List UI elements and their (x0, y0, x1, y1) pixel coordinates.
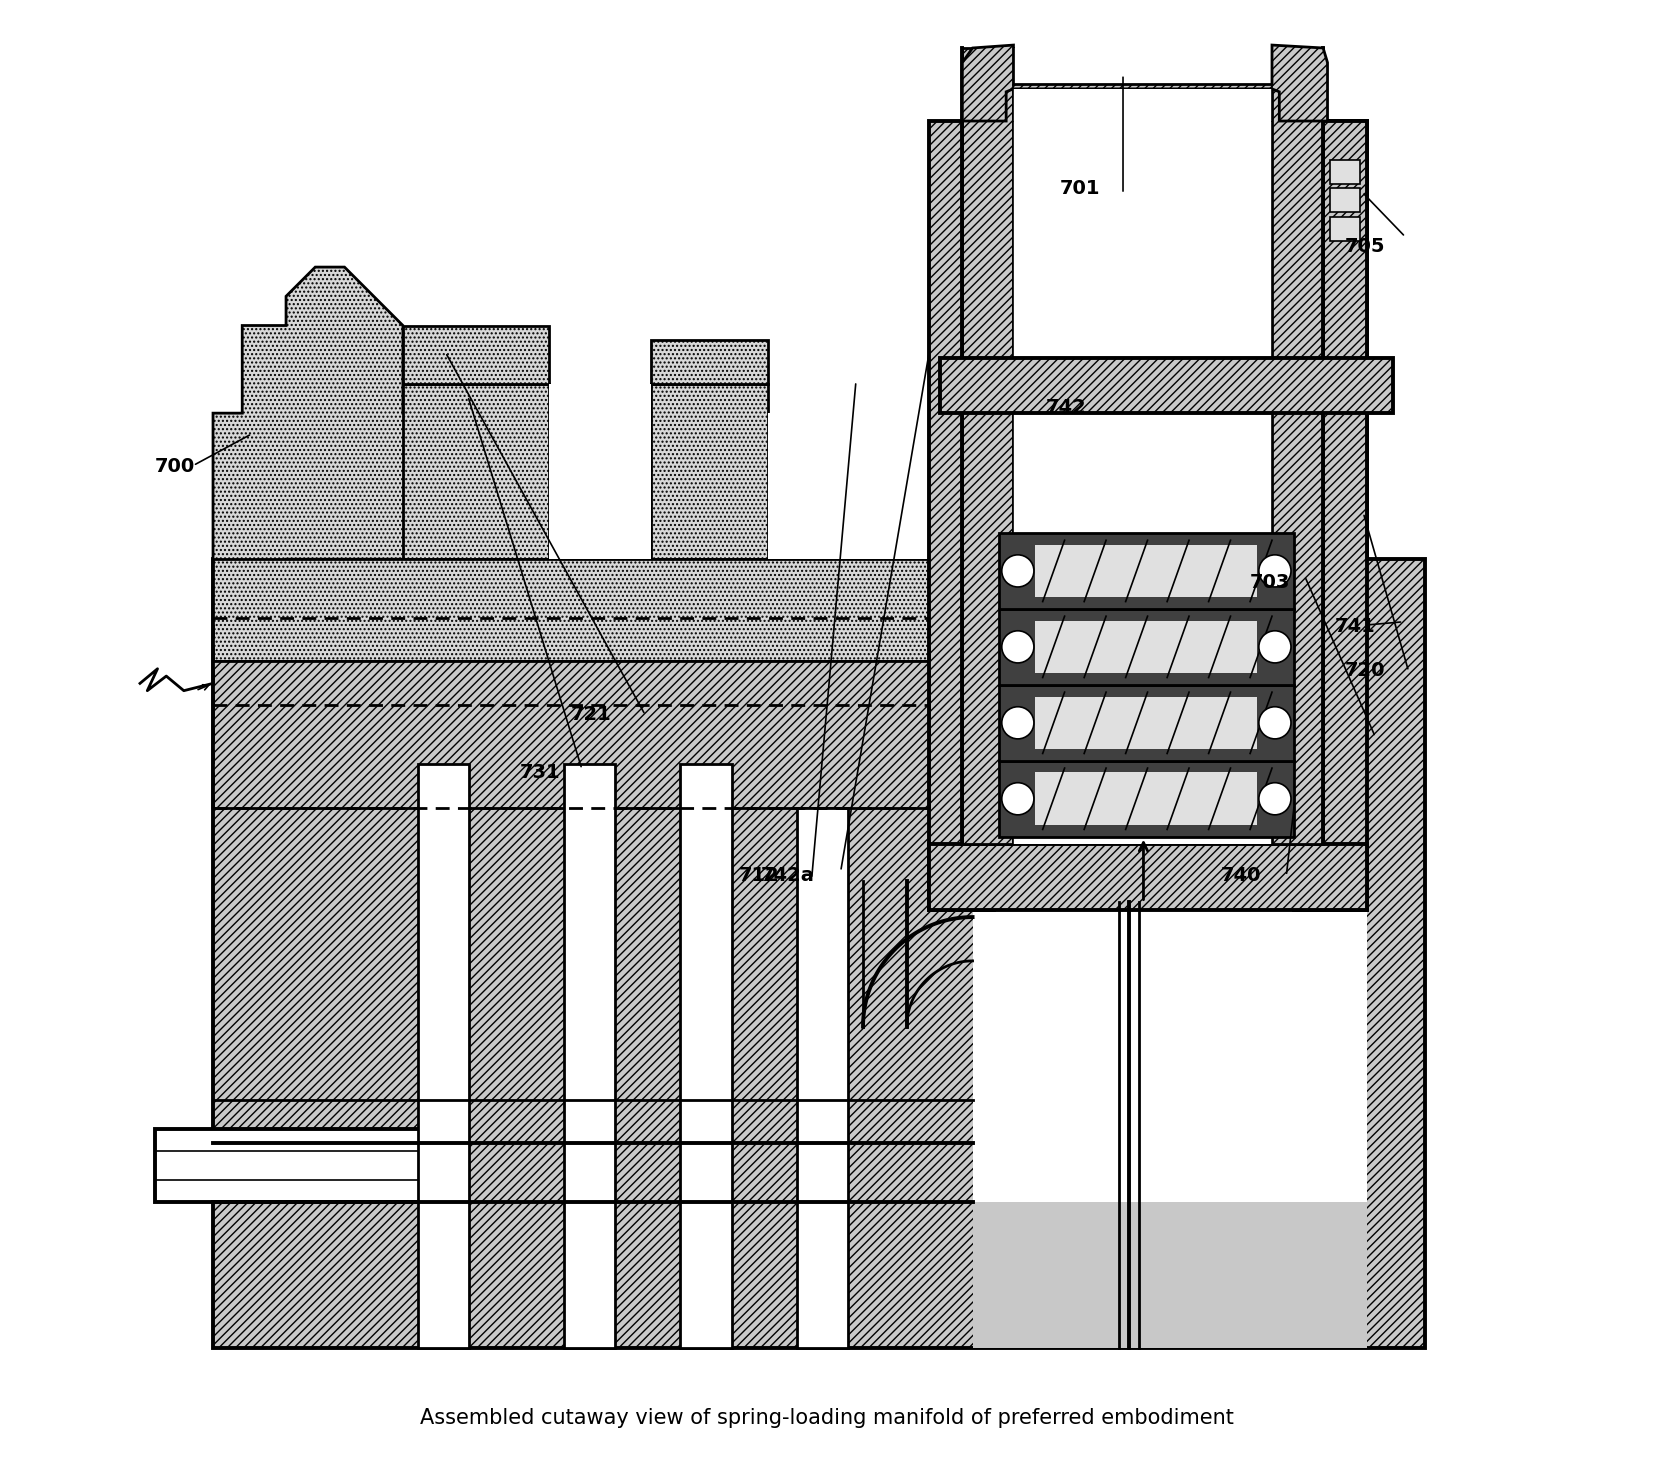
Bar (213, 560, 929, 661)
Bar (1035, 696, 1258, 749)
Bar (998, 608, 1294, 685)
Bar (1013, 90, 1273, 120)
Text: 742: 742 (1046, 398, 1086, 417)
Bar (1013, 48, 1273, 845)
Polygon shape (962, 46, 1327, 120)
Bar (998, 685, 1294, 761)
Bar (929, 120, 995, 909)
Bar (564, 764, 615, 1349)
Bar (155, 1128, 446, 1202)
Circle shape (1260, 555, 1291, 588)
Circle shape (1002, 707, 1033, 739)
Bar (769, 413, 929, 560)
Circle shape (1002, 630, 1033, 663)
Bar (1035, 773, 1258, 826)
Polygon shape (213, 267, 418, 808)
Bar (797, 808, 848, 1349)
Text: 703: 703 (1250, 573, 1291, 592)
Bar (1331, 160, 1360, 184)
Bar (995, 113, 1294, 845)
Bar (213, 661, 929, 808)
Bar (681, 764, 732, 1349)
Text: 705: 705 (1346, 238, 1385, 257)
Bar (403, 383, 549, 560)
Text: 740: 740 (1222, 865, 1261, 884)
Circle shape (1002, 555, 1033, 588)
Text: 741: 741 (1336, 617, 1375, 636)
Bar (998, 533, 1294, 608)
Bar (549, 383, 651, 560)
Bar (1035, 545, 1258, 598)
Circle shape (1002, 783, 1033, 815)
Text: 742a: 742a (760, 865, 815, 884)
Circle shape (1260, 630, 1291, 663)
Text: Assembled cutaway view of spring-loading manifold of preferred embodiment: Assembled cutaway view of spring-loading… (420, 1409, 1233, 1428)
Bar (651, 341, 769, 383)
Text: 712: 712 (739, 865, 780, 884)
Bar (403, 326, 549, 383)
Bar (972, 1202, 1367, 1349)
Text: 731: 731 (519, 764, 560, 783)
Circle shape (1260, 783, 1291, 815)
Bar (1035, 620, 1258, 673)
Bar (1273, 48, 1322, 845)
Bar (1331, 188, 1360, 212)
Text: 720: 720 (1346, 661, 1385, 680)
Bar (998, 761, 1294, 837)
Text: 700: 700 (155, 457, 195, 476)
Bar (1294, 120, 1367, 909)
Bar (962, 48, 1013, 845)
Bar (418, 764, 469, 1349)
Polygon shape (213, 120, 1425, 1349)
Bar (941, 357, 1393, 413)
Bar (929, 845, 1367, 909)
Bar (651, 383, 769, 560)
Circle shape (1260, 707, 1291, 739)
Bar (1331, 217, 1360, 241)
Text: 701: 701 (1060, 179, 1101, 198)
Bar (972, 560, 1367, 1349)
Text: 721: 721 (570, 705, 612, 724)
